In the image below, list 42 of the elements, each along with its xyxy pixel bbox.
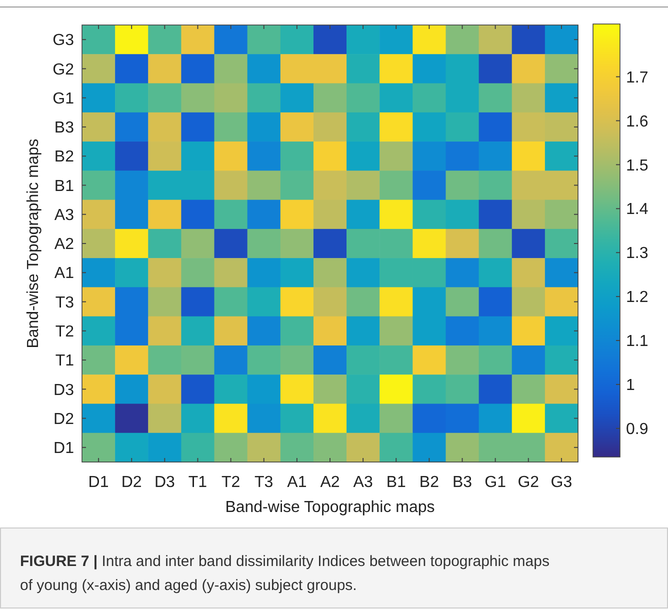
x-tick-label: T2 [221, 474, 240, 491]
y-tick-label: B2 [54, 148, 74, 166]
y-tick-label: G1 [52, 90, 74, 108]
color-bar-label: 1.4 [626, 201, 648, 218]
caption: FIGURE 7 | Intra and inter band dissimilarity Indices between topographic maps of young (x-axis) and aged (y-axis) subject groups. [20, 553, 550, 594]
x-tick-label: A3 [353, 474, 373, 491]
y-tick-label: B3 [54, 120, 74, 137]
x-tick-label: T1 [188, 474, 208, 491]
y-tick-label: T3 [55, 294, 74, 312]
y-tick-label: B1 [54, 178, 74, 195]
y-tick-label: A2 [54, 236, 74, 254]
y-tick-label: D1 [54, 440, 74, 458]
color-bar-label: 0.9 [626, 421, 648, 438]
color-bar-label: 1.6 [626, 113, 648, 130]
color-bar-label: 1.5 [626, 157, 648, 174]
x-tick-label: T3 [254, 474, 274, 491]
x-tick-label: G3 [550, 474, 572, 491]
x-tick-label: B3 [452, 474, 472, 491]
y-tick-label: D3 [54, 382, 74, 399]
x-tick-label: D2 [121, 474, 142, 491]
color-bar-label: 1.7 [626, 69, 648, 86]
color-bar-label: 1.1 [626, 333, 648, 350]
x-tick-label: A2 [320, 474, 340, 491]
x-axis-title: Band-wise Topographic maps [225, 499, 435, 516]
y-tick-label: T1 [55, 352, 74, 370]
x-tick-label: D1 [88, 474, 109, 491]
y-tick-label: A3 [54, 206, 74, 224]
y-tick-label: A1 [54, 265, 74, 282]
y-tick-label: T2 [55, 324, 74, 340]
x-tick-label: B2 [419, 474, 440, 491]
color-bar-label: 1 [626, 377, 635, 394]
y-tick-label: G3 [52, 32, 74, 50]
y-axis-title: Band-wise Topographic maps [25, 138, 42, 348]
x-tick-label: B1 [386, 474, 406, 491]
x-tick-label: D3 [154, 474, 175, 491]
color-bar-label: 1.3 [626, 245, 648, 262]
color-bar-label: 1.2 [626, 289, 648, 306]
y-tick-label: D2 [54, 410, 74, 428]
x-tick-label: G1 [484, 474, 506, 491]
x-tick-label: G2 [518, 474, 540, 491]
x-tick-label: A1 [287, 474, 307, 491]
y-tick-label: G2 [52, 61, 74, 78]
